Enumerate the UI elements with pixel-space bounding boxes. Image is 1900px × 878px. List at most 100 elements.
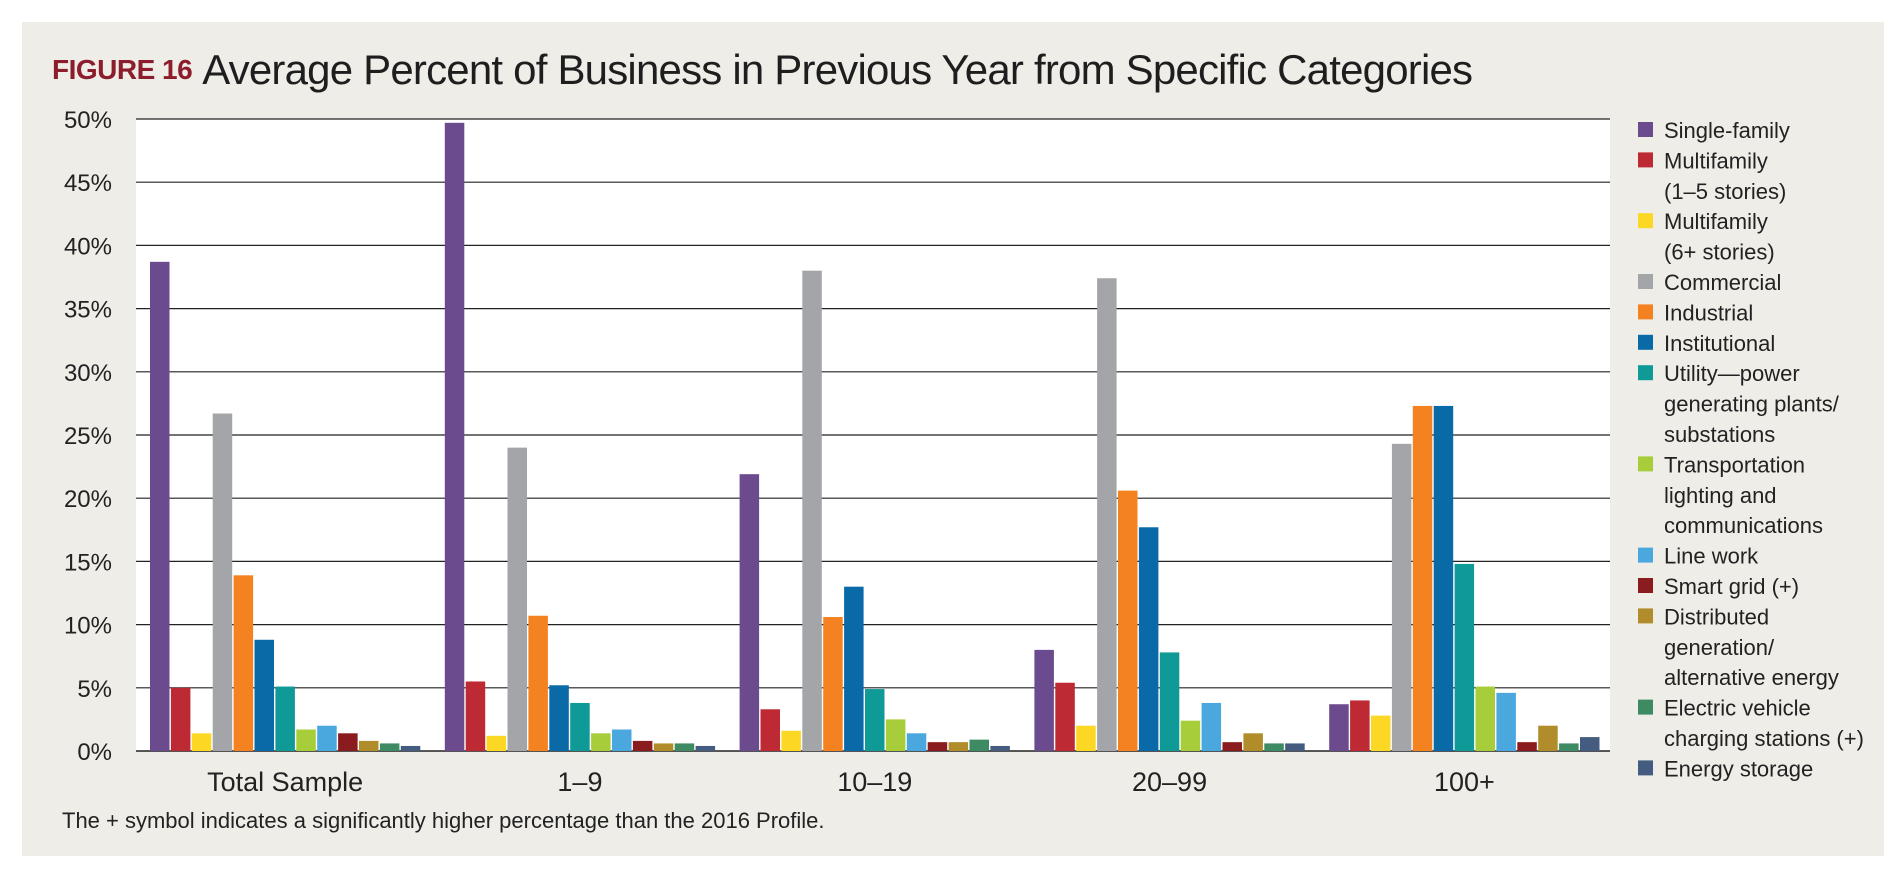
legend-label: (1–5 stories): [1664, 179, 1786, 204]
legend-item: Line work: [1638, 544, 1759, 569]
bar: [1159, 652, 1180, 751]
legend-label: Commercial: [1664, 270, 1781, 295]
y-tick-label: 35%: [64, 297, 112, 324]
legend-swatch: [1638, 334, 1653, 350]
legend-swatch: [1638, 699, 1653, 715]
legend-item: Electric vehicle charging stations (+): [1638, 696, 1864, 751]
y-tick-label: 50%: [64, 107, 112, 134]
bar: [612, 729, 632, 751]
bar: [465, 681, 486, 751]
bar: [969, 739, 989, 751]
legend-label: generating plants/: [1664, 392, 1840, 417]
legend-item: Smart grid (+): [1638, 574, 1799, 599]
bar: [1433, 405, 1454, 751]
legend-item: Energy storage: [1638, 756, 1813, 781]
bar: [844, 586, 864, 751]
bar: [1201, 702, 1222, 751]
bar: [1264, 743, 1284, 751]
bar: [212, 413, 233, 751]
bar: [1034, 649, 1054, 751]
bar: [233, 575, 254, 751]
legend-item: Distributed generation/alternative energy: [1638, 604, 1839, 690]
bar: [1496, 692, 1516, 751]
legend-label: Line work: [1664, 544, 1759, 569]
bar: [1138, 527, 1159, 751]
legend-item: Transportation lighting and communications: [1638, 452, 1823, 538]
legend-swatch: [1638, 608, 1653, 624]
bar: [802, 270, 822, 751]
y-tick-label: 0%: [77, 739, 112, 766]
bar: [1055, 682, 1075, 751]
bar: [1350, 700, 1370, 751]
legend-item: Industrial: [1638, 300, 1753, 325]
legend-label: alternative energy: [1664, 665, 1839, 690]
legend-label: Transportation: [1664, 452, 1805, 477]
legend-label: Single-family: [1664, 118, 1790, 143]
bar: [906, 733, 927, 751]
x-category-label: 10–19: [837, 767, 912, 797]
bar: [1391, 443, 1412, 751]
legend-label: Multifamily: [1664, 148, 1768, 173]
legend-label: generation/: [1664, 635, 1775, 660]
bar: [150, 261, 170, 751]
y-tick-label: 25%: [64, 423, 112, 450]
legend-swatch: [1638, 578, 1653, 593]
legend-swatch: [1638, 122, 1653, 137]
figure-title: FIGURE 16 Average Percent of Business in …: [52, 46, 1473, 94]
legend-label: lighting and: [1664, 483, 1777, 508]
bar: [1517, 742, 1537, 751]
bar: [254, 639, 274, 751]
bar: [170, 687, 191, 751]
bar: [549, 685, 569, 751]
bar: [760, 709, 780, 751]
bar: [653, 743, 674, 751]
legend-label: Smart grid (+): [1664, 574, 1799, 599]
bar: [1097, 278, 1117, 751]
bar: [695, 745, 716, 751]
bar: [1538, 725, 1558, 751]
legend-swatch: [1638, 274, 1653, 289]
x-category-label: 20–99: [1132, 767, 1207, 797]
figure-number-label: FIGURE 16: [52, 54, 193, 85]
legend-label: Utility—power: [1664, 361, 1800, 386]
y-tick-label: 20%: [64, 486, 112, 513]
legend-label: Energy storage: [1664, 756, 1813, 781]
legend-item: Multifamily (1–5 stories): [1638, 148, 1786, 204]
bar: [1243, 733, 1263, 751]
bar: [379, 743, 400, 751]
bar: [444, 122, 465, 752]
legend-swatch: [1638, 304, 1653, 320]
legend-label: charging stations (+): [1664, 726, 1864, 751]
x-category-label: Total Sample: [207, 767, 363, 797]
x-category-label: 1–9: [557, 767, 602, 797]
bar: [591, 733, 611, 751]
bar: [191, 733, 212, 751]
bar: [1329, 704, 1349, 751]
bar: [507, 447, 527, 751]
chart-title: Average Percent of Business in Previous …: [202, 46, 1473, 93]
bar: [1371, 715, 1391, 751]
legend-swatch: [1638, 760, 1653, 776]
bar: [1454, 563, 1475, 751]
legend-swatch: [1638, 547, 1653, 563]
y-tick-label: 5%: [77, 676, 112, 703]
legend-label: Institutional: [1664, 331, 1775, 356]
legend-label: Multifamily: [1664, 209, 1768, 234]
bar: [1475, 686, 1495, 751]
bar: [570, 702, 590, 751]
legend-label: Distributed: [1664, 604, 1769, 629]
bars: [150, 122, 1600, 752]
y-tick-label: 30%: [64, 360, 112, 387]
bar: [1412, 405, 1433, 751]
bar: [1222, 742, 1242, 751]
bar: [632, 740, 653, 751]
y-tick-label: 15%: [64, 549, 112, 576]
legend-item: Utility—power generating plants/substatio…: [1638, 361, 1840, 447]
bar: [739, 474, 760, 751]
bar: [990, 745, 1010, 751]
y-tick-label: 10%: [64, 613, 112, 640]
bar: [1559, 743, 1579, 751]
bar: [1580, 737, 1600, 751]
bar: [823, 617, 843, 751]
